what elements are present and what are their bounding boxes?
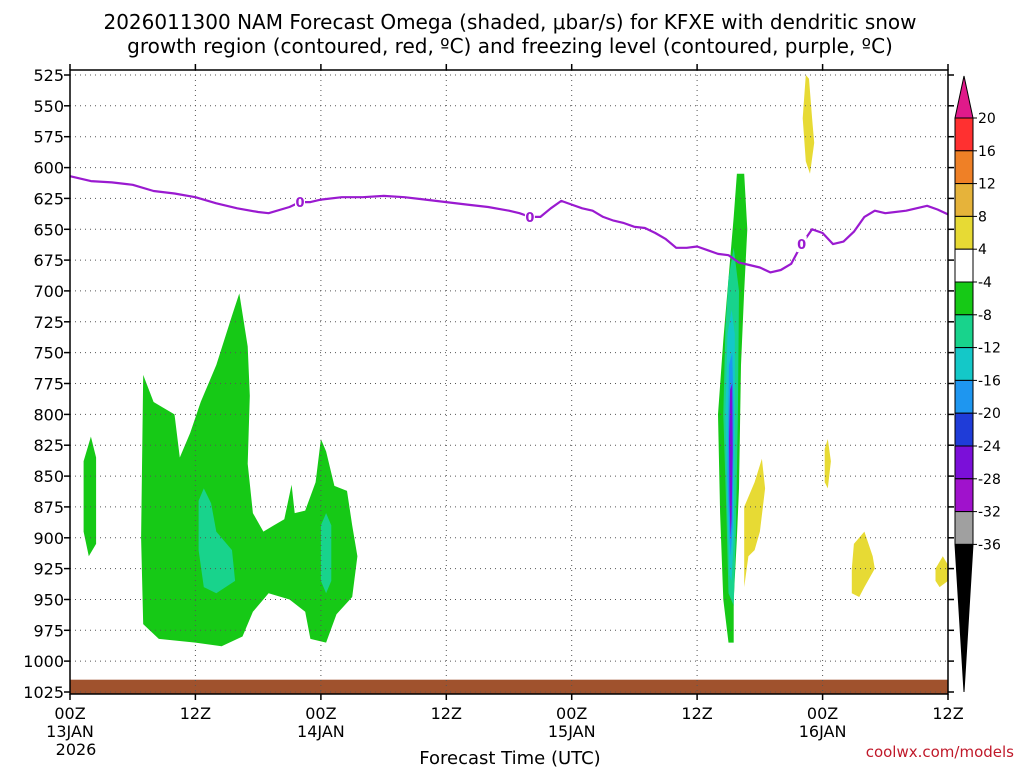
ytick-label-650: 650 <box>33 220 64 239</box>
freezing-contour-label-1: 0 <box>525 211 534 226</box>
colorbar-label-6: -8 <box>978 308 992 324</box>
ytick-label-950: 950 <box>33 591 64 610</box>
colorbar-band-10 <box>954 445 974 480</box>
omega-region-teal-core-right <box>320 513 332 594</box>
freezing-label-bg-2 <box>796 236 807 253</box>
colorbar-label-4: 4 <box>978 242 987 258</box>
xtick-date-0: 13JAN <box>46 722 94 741</box>
ytick-label-600: 600 <box>33 159 64 178</box>
ytick-label-625: 625 <box>33 189 64 208</box>
colorbar-band-0 <box>954 117 974 152</box>
plot-frame <box>69 69 949 695</box>
xtick-label-24: 00Z <box>305 704 336 723</box>
ytick-label-925: 925 <box>33 560 64 579</box>
omega-region-purple-streak <box>729 383 733 538</box>
surface-terrain <box>70 679 948 694</box>
ytick-label-775: 775 <box>33 375 64 394</box>
xtick-date-72: 16JAN <box>799 722 847 741</box>
colorbar-label-8: -16 <box>978 373 1001 389</box>
colorbar-label-11: -28 <box>978 472 1001 488</box>
colorbar-band-6 <box>954 314 974 349</box>
colorbar-label-0: 20 <box>978 111 996 127</box>
ytick-label-700: 700 <box>33 282 64 301</box>
xtick-date-48: 15JAN <box>548 722 596 741</box>
colorbar-label-13: -36 <box>978 537 1001 553</box>
freezing-contour-label-2: 0 <box>797 238 806 253</box>
xtick-label-72: 00Z <box>807 704 838 723</box>
omega-region-yellow-edge <box>935 556 948 588</box>
freezing-label-bg-1 <box>524 208 535 225</box>
colorbar-label-9: -20 <box>978 406 1001 422</box>
colorbar-label-7: -12 <box>978 341 1001 357</box>
omega-region-yellow-top <box>802 75 815 174</box>
colorbar-label-2: 12 <box>978 177 996 193</box>
colorbar: 20 16 12 8 4 -4 -8 -12 -16 -20 -24 -28 -32 -36 <box>954 75 1001 693</box>
ytick-label-675: 675 <box>33 251 64 270</box>
ytick-label-975: 975 <box>33 621 64 640</box>
colorbar-label-10: -24 <box>978 439 1001 455</box>
ytick-label-800: 800 <box>33 405 64 424</box>
omega-region-green-main-left <box>141 293 358 647</box>
ytick-label-550: 550 <box>33 97 64 116</box>
xtick-label-60: 12Z <box>681 704 712 723</box>
xtick-label-12: 12Z <box>180 704 211 723</box>
colorbar-label-12: -32 <box>978 505 1001 521</box>
freezing-label-bg-0 <box>295 194 305 211</box>
colorbar-label-3: 8 <box>978 209 987 225</box>
year-label: 2026 <box>56 740 97 759</box>
xtick-label-84: 12Z <box>932 704 963 723</box>
colorbar-bottom-arrow <box>954 543 974 693</box>
freezing-contour-label-0: 0 <box>295 196 304 211</box>
ytick-label-900: 900 <box>33 529 64 548</box>
ytick-label-1025: 1025 <box>23 683 64 702</box>
omega-region-yellow-mid-2 <box>824 439 831 489</box>
ytick-label-725: 725 <box>33 313 64 332</box>
xtick-label-48: 00Z <box>556 704 587 723</box>
colorbar-label-5: -4 <box>978 275 992 291</box>
omega-region-yellow-mid-1 <box>744 458 766 588</box>
colorbar-band-3 <box>954 215 974 250</box>
colorbar-label-1: 16 <box>978 144 996 160</box>
colorbar-band-4 <box>954 248 974 283</box>
colorbar-band-8 <box>954 379 974 414</box>
xtick-label-0: 00Z <box>54 704 85 723</box>
omega-region-teal-core-left <box>198 488 236 594</box>
xtick-label-36: 12Z <box>431 704 462 723</box>
freezing-level-line <box>69 175 949 274</box>
colorbar-band-11 <box>954 478 974 513</box>
chart-title-line1: 2026011300 NAM Forecast Omega (shaded, μ… <box>103 10 916 34</box>
ytick-label-575: 575 <box>33 128 64 147</box>
ytick-label-825: 825 <box>33 436 64 455</box>
ytick-label-525: 525 <box>33 66 64 85</box>
xtick-date-24: 14JAN <box>297 722 345 741</box>
ytick-label-875: 875 <box>33 498 64 517</box>
ytick-label-1000: 1000 <box>23 652 64 671</box>
credit-text: coolwx.com/models <box>866 743 1014 761</box>
omega-region-green-blob-early <box>83 436 97 557</box>
freezing-level-contour: 0 0 0 <box>69 175 949 274</box>
colorbar-band-9 <box>954 412 974 447</box>
ytick-label-750: 750 <box>33 344 64 363</box>
colorbar-band-12 <box>954 511 974 545</box>
surface-terrain-band <box>70 679 948 694</box>
colorbar-band-2 <box>954 183 974 217</box>
colorbar-band-1 <box>954 150 974 185</box>
omega-region-yellow-low <box>851 531 875 597</box>
colorbar-band-7 <box>954 347 974 381</box>
x-axis-label: Forecast Time (UTC) <box>419 748 600 768</box>
y-axis: 525 550 575 600 625 650 675 700 725 750 775 800 825 8… <box>23 66 954 702</box>
ytick-label-850: 850 <box>33 467 64 486</box>
colorbar-band-5 <box>954 281 974 316</box>
chart-title-line2: growth region (contoured, red, ºC) and f… <box>127 34 893 58</box>
